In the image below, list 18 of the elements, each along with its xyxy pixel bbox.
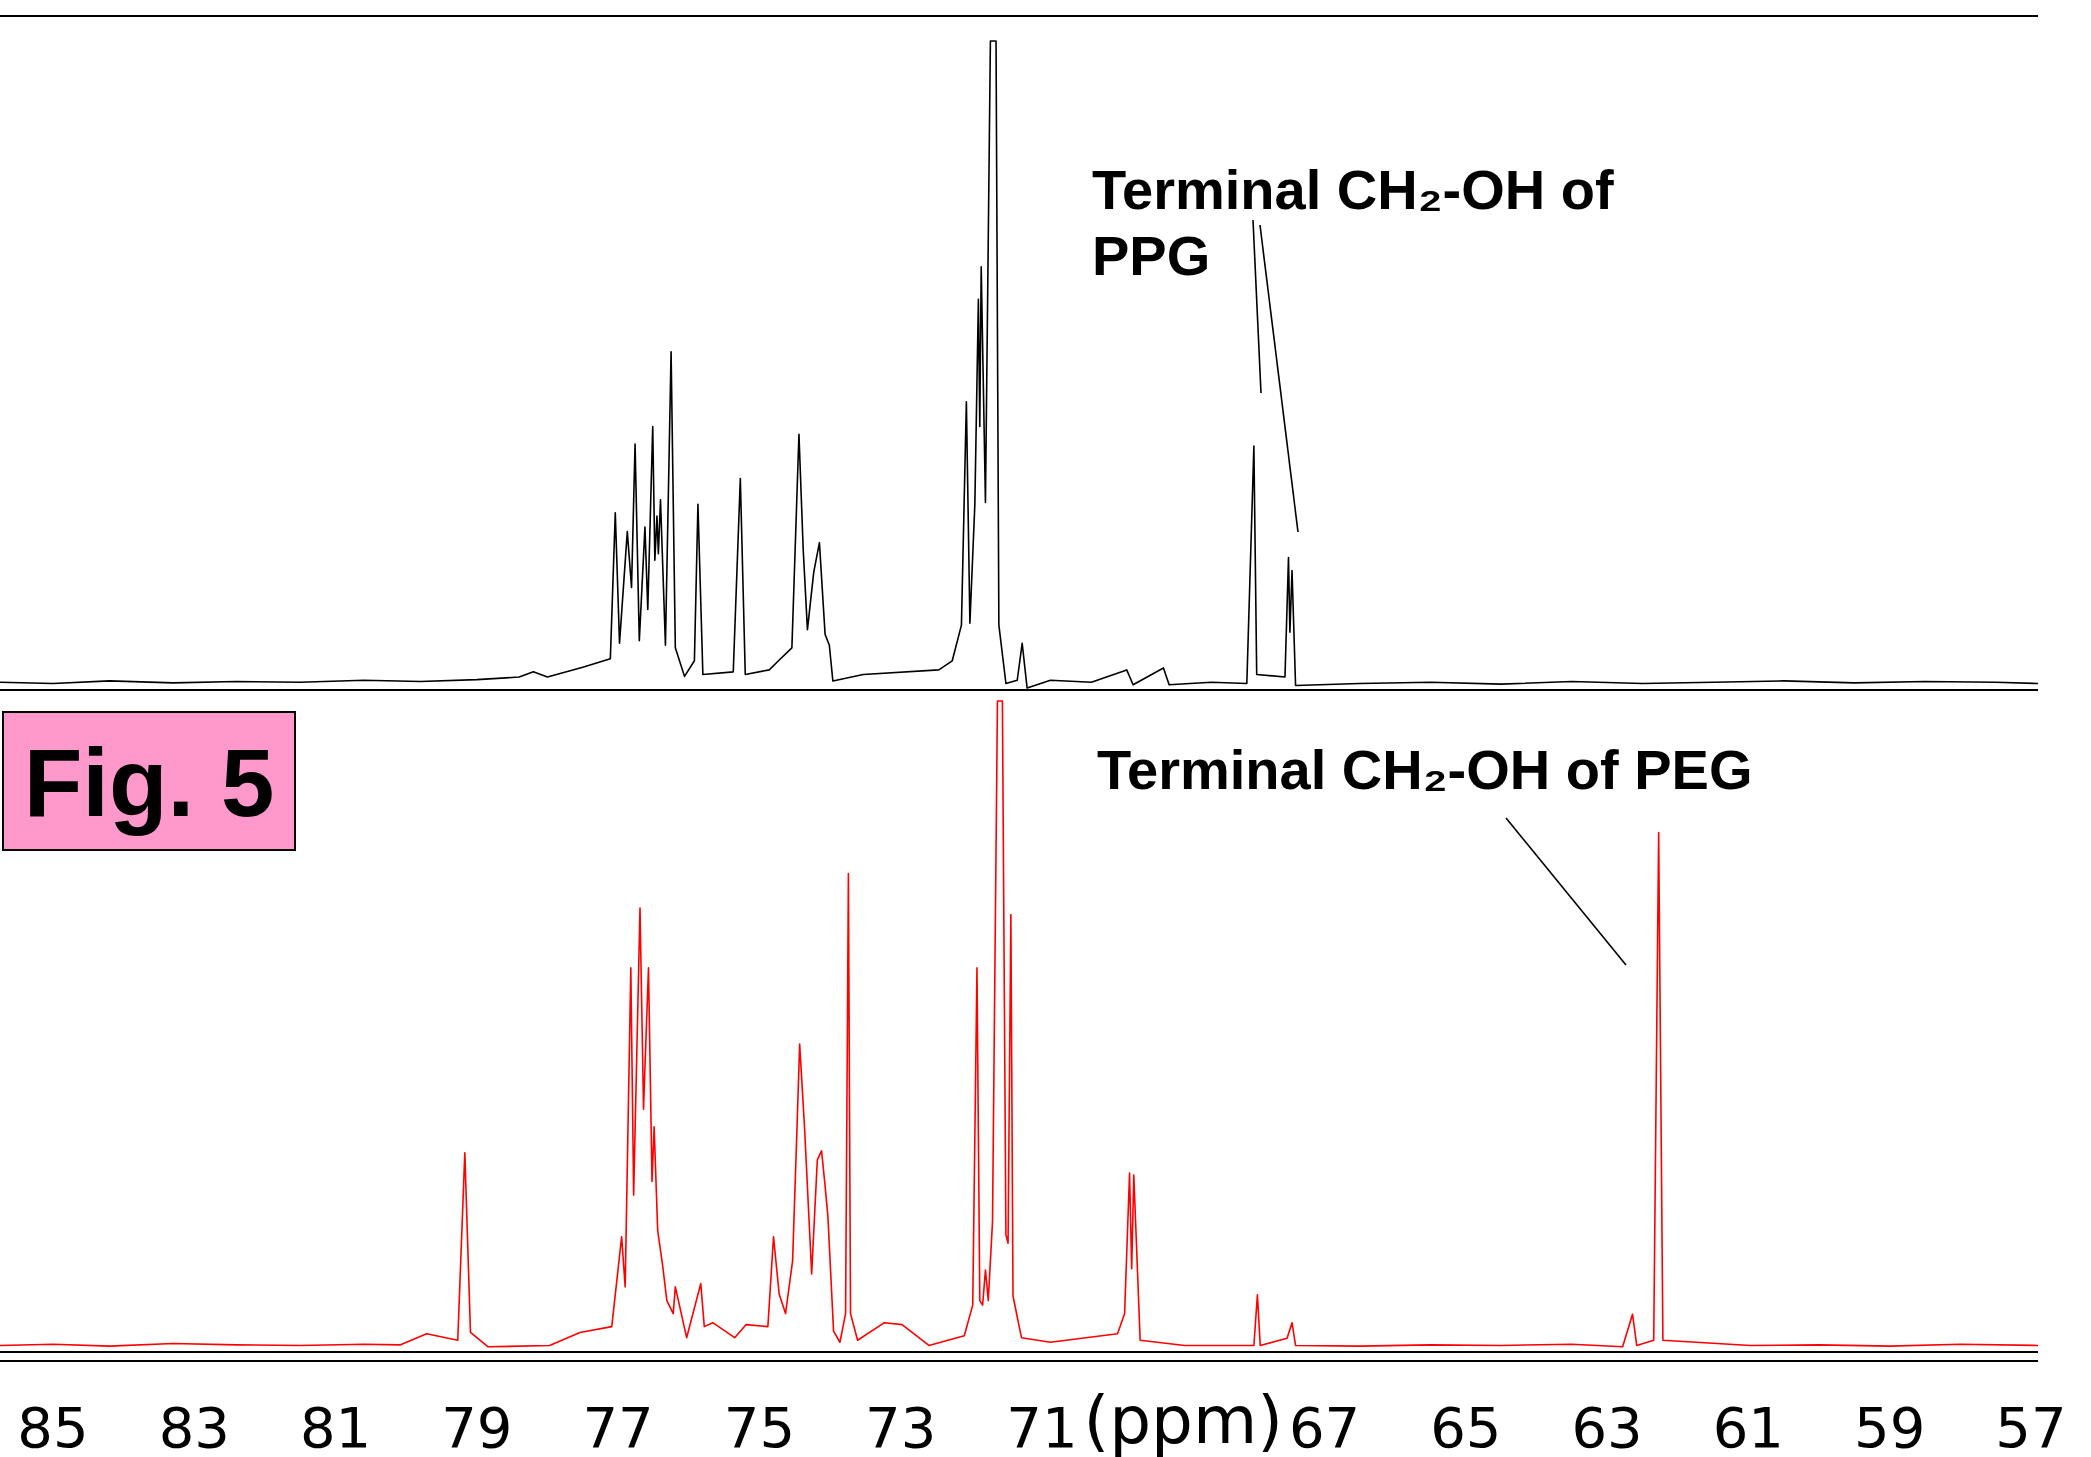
- x-tick-label: 75: [723, 1395, 796, 1457]
- x-axis-title: (ppm): [1083, 1382, 1284, 1457]
- x-tick-label: 65: [1430, 1395, 1502, 1457]
- annotation: Terminal CH₂-OH of PEG: [1097, 738, 1753, 801]
- x-tick-label: 63: [1571, 1395, 1643, 1457]
- annotation: Terminal CH₂-OH of PPG: [1092, 158, 1614, 287]
- x-tick-label: 77: [582, 1395, 654, 1457]
- x-tick-label: 85: [17, 1395, 89, 1457]
- x-tick-label: 59: [1854, 1395, 1926, 1457]
- x-tick-label: 73: [865, 1395, 937, 1457]
- x-tick-label: 79: [441, 1395, 513, 1457]
- x-tick-label: 67: [1288, 1395, 1361, 1457]
- x-tick-label: 81: [299, 1395, 372, 1457]
- annotation: Fig. 5: [23, 728, 275, 836]
- x-tick-label: 71: [1006, 1395, 1078, 1457]
- x-tick-label: 61: [1712, 1395, 1784, 1457]
- x-tick-label: 83: [158, 1395, 230, 1457]
- x-tick-label: 57: [1995, 1395, 2067, 1457]
